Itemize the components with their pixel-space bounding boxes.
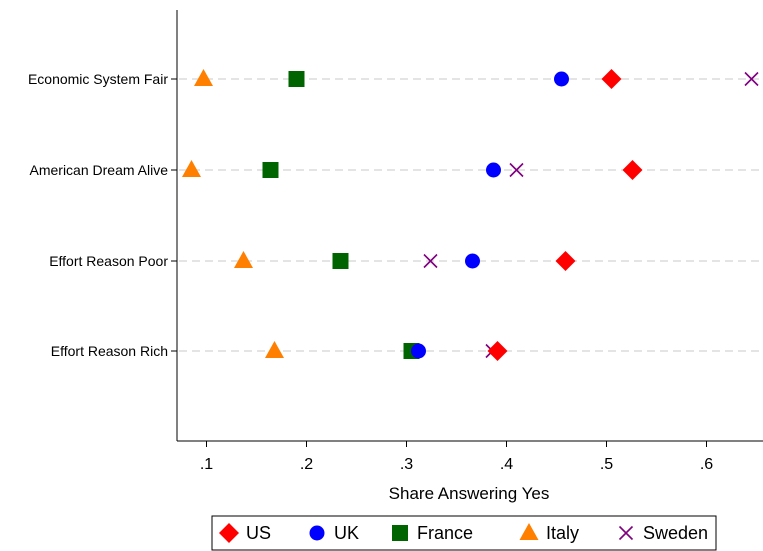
point-france-american-dream-alive bbox=[262, 162, 279, 178]
legend-label-france: France bbox=[417, 523, 473, 543]
point-us-effort-reason-poor bbox=[555, 251, 576, 271]
x-tick-label: .5 bbox=[600, 456, 613, 473]
point-italy-economic-system-fair bbox=[194, 69, 213, 86]
legend-marker-sweden bbox=[618, 525, 634, 541]
gridlines bbox=[179, 78, 759, 352]
y-tick-label: Effort Reason Rich bbox=[51, 343, 168, 359]
legend-label-italy: Italy bbox=[546, 523, 579, 543]
point-sweden-effort-reason-poor bbox=[423, 253, 438, 269]
legend-label-uk: UK bbox=[334, 523, 359, 543]
x-tick-label: .2 bbox=[300, 456, 313, 473]
legend-box bbox=[211, 515, 717, 551]
legend-label-sweden: Sweden bbox=[643, 523, 708, 543]
point-italy-effort-reason-rich bbox=[265, 341, 284, 358]
x-tick-label: .6 bbox=[700, 456, 713, 473]
legend-marker-italy bbox=[519, 523, 539, 540]
point-italy-effort-reason-poor bbox=[234, 251, 253, 268]
x-tick-label: .3 bbox=[400, 456, 413, 473]
point-us-american-dream-alive bbox=[622, 160, 643, 180]
legend-marker-france bbox=[392, 525, 408, 541]
point-sweden-economic-system-fair bbox=[744, 71, 759, 87]
point-uk-american-dream-alive bbox=[486, 162, 501, 178]
legend-marker-uk bbox=[309, 525, 325, 541]
point-france-economic-system-fair bbox=[288, 71, 305, 87]
x-tick-label: .4 bbox=[500, 456, 513, 473]
x-tick-label: .1 bbox=[200, 456, 213, 473]
y-tick-label: American Dream Alive bbox=[30, 162, 169, 178]
point-italy-american-dream-alive bbox=[182, 160, 201, 177]
legend-marker-us bbox=[219, 523, 239, 543]
axes: Economic System Fair American Dream Alive… bbox=[28, 10, 763, 473]
legend-label-us: US bbox=[246, 523, 271, 543]
legend: US UK France Italy Sweden bbox=[211, 515, 717, 551]
data-marks bbox=[182, 69, 759, 361]
point-uk-effort-reason-rich bbox=[411, 343, 426, 359]
point-us-effort-reason-rich bbox=[487, 341, 508, 361]
point-sweden-american-dream-alive bbox=[509, 162, 524, 178]
y-tick-label: Economic System Fair bbox=[28, 71, 168, 87]
y-tick-label: Effort Reason Poor bbox=[49, 253, 168, 269]
point-uk-economic-system-fair bbox=[554, 71, 569, 87]
point-us-economic-system-fair bbox=[601, 69, 622, 89]
point-uk-effort-reason-poor bbox=[465, 253, 480, 269]
x-axis-label: Share Answering Yes bbox=[389, 484, 550, 503]
point-france-effort-reason-poor bbox=[332, 253, 349, 269]
